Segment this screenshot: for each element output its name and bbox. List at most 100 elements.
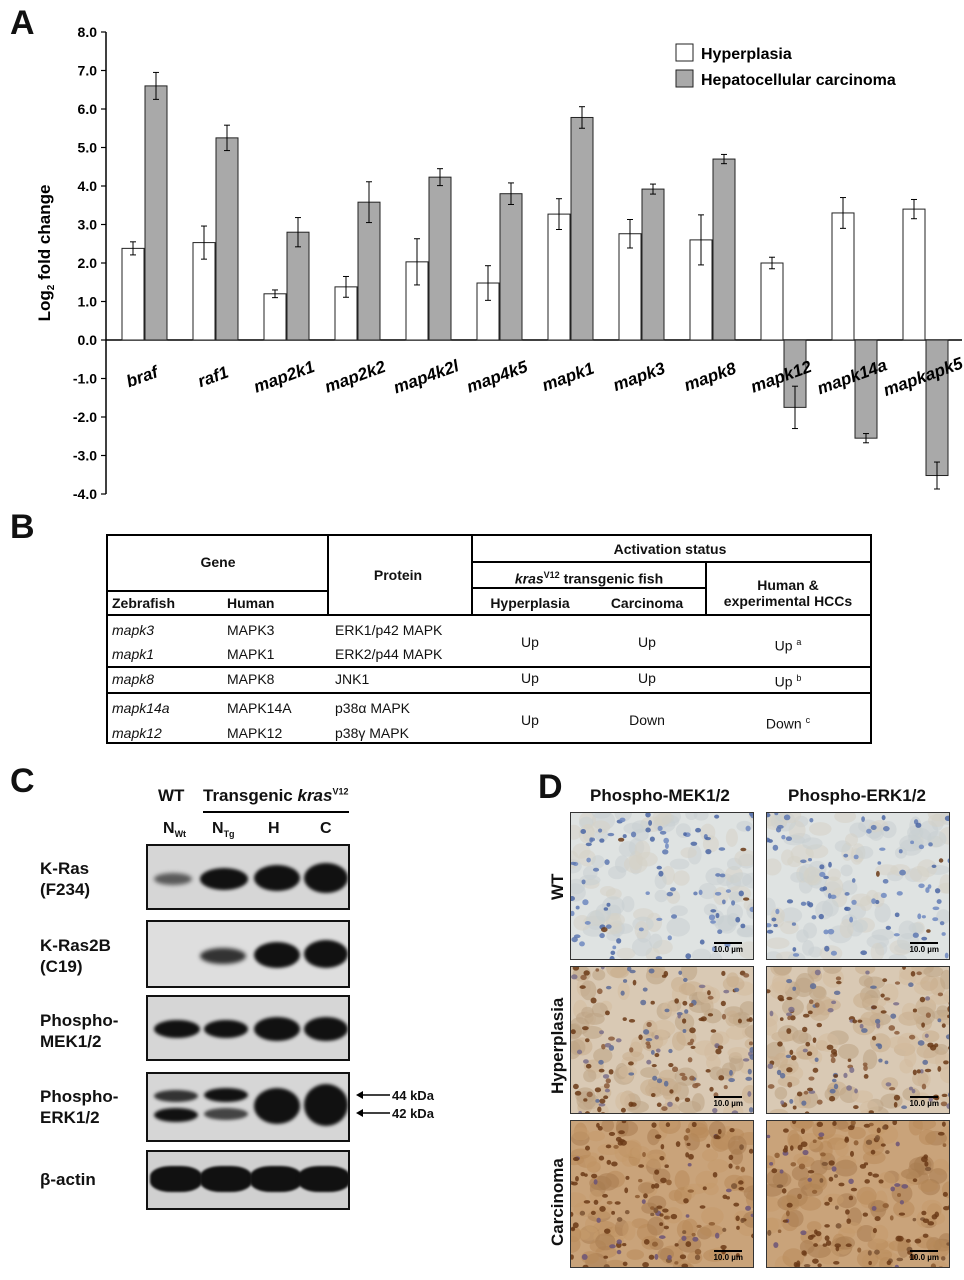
table-rule bbox=[108, 666, 870, 668]
table-rule bbox=[108, 590, 328, 592]
status-human-value: Up bbox=[774, 637, 793, 654]
ihc-image-carcinoma-erk: 10.0 µm bbox=[766, 1120, 950, 1268]
bar bbox=[618, 233, 642, 341]
human-gene: MAPK8 bbox=[227, 671, 275, 687]
panel-letter-d: D bbox=[538, 768, 563, 806]
kras-superscript: V12 bbox=[543, 570, 560, 580]
band bbox=[304, 940, 348, 968]
table-rule bbox=[108, 692, 870, 694]
transgenic-label: Transgenic bbox=[203, 786, 298, 805]
lane-label: H bbox=[268, 820, 280, 837]
zebrafish-gene: mapk3 bbox=[112, 622, 155, 638]
category-label: map2k1 bbox=[251, 357, 317, 397]
category-label: map4k5 bbox=[464, 357, 531, 397]
blot-label-kras: K-Ras (F234) bbox=[40, 859, 91, 899]
lane-label: NTg bbox=[212, 820, 235, 840]
protein-name: p38α MAPK bbox=[335, 700, 411, 716]
zebrafish-gene: mapk12 bbox=[112, 725, 162, 741]
category-label: mapk1 bbox=[540, 359, 597, 395]
human-gene: MAPK14A bbox=[227, 700, 292, 716]
bar bbox=[570, 116, 594, 341]
status-human-value: Down bbox=[765, 715, 802, 732]
y-tick-label: 6.0 bbox=[78, 101, 98, 117]
bar bbox=[641, 188, 665, 341]
bar bbox=[902, 208, 926, 341]
table-rule bbox=[472, 587, 706, 589]
kda-arrows bbox=[356, 1091, 390, 1117]
marker-42kda: 42 kDa bbox=[392, 1106, 434, 1121]
band bbox=[298, 1166, 348, 1192]
kras-gene-name: kras bbox=[514, 570, 544, 587]
panel-letter-c: C bbox=[10, 762, 35, 800]
transgenic-bracket bbox=[203, 811, 349, 813]
protein-name: ERK2/p44 MAPK bbox=[335, 646, 443, 662]
bar bbox=[121, 247, 145, 341]
scale-bar: 10.0 µm bbox=[909, 1250, 939, 1262]
band bbox=[154, 1020, 200, 1038]
bar bbox=[144, 85, 168, 341]
ihc-image-hyperplasia-mek: 10.0 µm bbox=[570, 966, 754, 1114]
tissue-texture bbox=[767, 1121, 949, 1267]
kras-superscript: V12 bbox=[332, 786, 349, 797]
legend-label: Hepatocellular carcinoma bbox=[701, 72, 896, 89]
band bbox=[204, 1088, 248, 1102]
scale-bar: 10.0 µm bbox=[909, 942, 939, 954]
y-tick-label: 8.0 bbox=[78, 24, 98, 40]
ihc-row-carcinoma: Carcinoma bbox=[548, 1158, 567, 1246]
band bbox=[200, 948, 246, 964]
activation-status-table: Gene Protein Activation status krasV12 t… bbox=[106, 534, 872, 744]
band bbox=[204, 1108, 248, 1120]
lane-label: NWt bbox=[163, 820, 187, 840]
band bbox=[154, 1090, 198, 1102]
category-label: braf bbox=[124, 362, 163, 392]
status-note: b bbox=[796, 673, 802, 683]
y-tick-label: -3.0 bbox=[73, 448, 97, 464]
y-tick-label: 7.0 bbox=[78, 63, 98, 79]
status-hyperplasia: Up bbox=[521, 670, 539, 686]
blot-label-actin: β-actin bbox=[40, 1170, 96, 1189]
y-tick-label: 0.0 bbox=[78, 332, 98, 348]
panel-letter-a: A bbox=[10, 4, 35, 42]
band bbox=[250, 1166, 302, 1192]
human-exp-header-line1: Human & bbox=[757, 577, 819, 593]
kras-header-rest: transgenic fish bbox=[559, 570, 664, 587]
category-label: mapk8 bbox=[682, 359, 740, 395]
y-axis-label: Log2 fold change bbox=[35, 185, 57, 322]
blot-kras2b-c19 bbox=[146, 920, 350, 988]
blot-phospho-mek bbox=[146, 995, 350, 1061]
category-label: map2k2 bbox=[322, 357, 389, 397]
carcinoma-header: Carcinoma bbox=[610, 595, 684, 611]
bar bbox=[547, 213, 571, 341]
status-human-value: Up bbox=[774, 673, 793, 690]
bar bbox=[286, 231, 310, 341]
protein-name: p38γ MAPK bbox=[335, 725, 409, 741]
band bbox=[304, 1084, 348, 1126]
y-tick-label: -4.0 bbox=[73, 486, 97, 500]
bar bbox=[854, 339, 878, 439]
bar bbox=[215, 137, 239, 341]
human-exp-header-line2: experimental HCCs bbox=[723, 593, 853, 609]
legend-label: Hyperplasia bbox=[701, 46, 792, 63]
bar bbox=[263, 293, 287, 341]
band bbox=[154, 873, 192, 885]
ihc-row-wt: WT bbox=[548, 873, 567, 900]
band bbox=[200, 1166, 252, 1192]
blot-beta-actin bbox=[146, 1150, 350, 1210]
status-note: a bbox=[796, 637, 802, 647]
band bbox=[254, 1017, 300, 1041]
y-tick-label: 3.0 bbox=[78, 217, 98, 233]
protein-name: JNK1 bbox=[335, 671, 370, 687]
blot-transgenic-header: Transgenic krasV12 bbox=[203, 786, 348, 806]
protein-header: Protein bbox=[373, 567, 423, 583]
blot-label-pmek: Phospho- MEK1/2 bbox=[40, 1011, 119, 1051]
band bbox=[254, 865, 300, 891]
table-rule bbox=[108, 614, 870, 616]
bar bbox=[428, 176, 452, 341]
y-tick-label: -2.0 bbox=[73, 409, 97, 425]
scale-bar: 10.0 µm bbox=[713, 942, 743, 954]
status-carcinoma: Down bbox=[629, 712, 665, 728]
human-gene: MAPK1 bbox=[227, 646, 275, 662]
bar bbox=[831, 212, 855, 341]
kras-gene-name: kras bbox=[297, 786, 333, 805]
table-rule bbox=[471, 536, 473, 616]
